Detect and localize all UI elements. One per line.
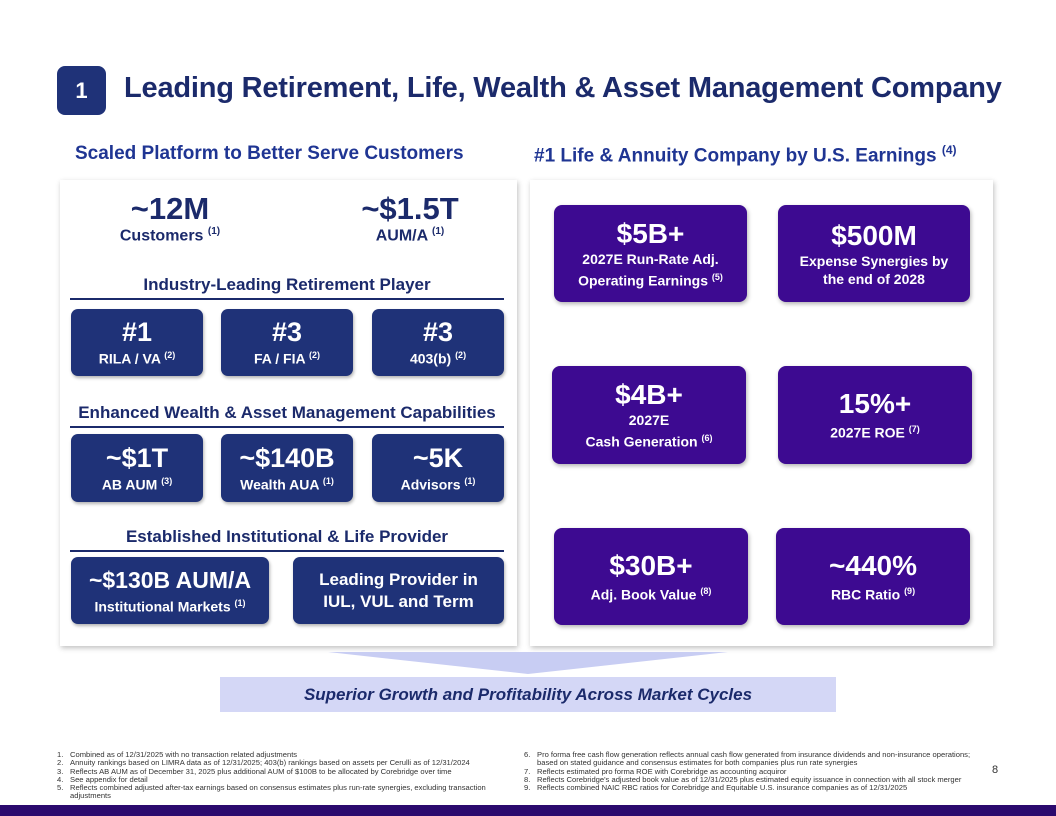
footnote: 8. Reflects Corebridge's adjusted book va… bbox=[524, 774, 962, 784]
footnotes-left: 1. Combined as of 12/31/2025 with no tran… bbox=[57, 750, 507, 801]
footnote: 9. Reflects combined NAIC RBC ratios for … bbox=[524, 783, 908, 793]
rila-va-box: #1 RILA / VA (2) bbox=[71, 309, 203, 376]
aum-value: ~$1.5T bbox=[361, 191, 459, 226]
right-section-heading: #1 Life & Annuity Company by U.S. Earnin… bbox=[534, 143, 957, 167]
rbc-ratio-box: ~440% RBC Ratio (9) bbox=[776, 528, 970, 625]
conclusion-banner: Superior Growth and Profitability Across… bbox=[220, 677, 836, 712]
footnote: 6. Pro forma free cash flow generation re… bbox=[524, 750, 971, 768]
page-number: 8 bbox=[992, 764, 999, 776]
footnotes-right: 6. Pro forma free cash flow generation re… bbox=[524, 750, 990, 793]
aum-stat: ~$1.5T AUM/A (1) bbox=[330, 192, 490, 245]
section-number-badge: 1 bbox=[57, 66, 106, 115]
book-value-box: $30B+ Adj. Book Value (8) bbox=[554, 528, 748, 625]
institutional-heading: Established Institutional & Life Provide… bbox=[70, 527, 504, 552]
page-title: Leading Retirement, Life, Wealth & Asset… bbox=[124, 72, 1002, 104]
advisors-box: ~5K Advisors (1) bbox=[372, 434, 504, 502]
wealth-aua-box: ~$140B Wealth AUA (1) bbox=[221, 434, 353, 502]
fa-fia-box: #3 FA / FIA (2) bbox=[221, 309, 353, 376]
funnel-arrow bbox=[328, 652, 728, 674]
customers-stat: ~12M Customers (1) bbox=[95, 192, 245, 245]
footnote: 3. Reflects AB AUM as of December 31, 202… bbox=[57, 766, 452, 776]
403b-box: #3 403(b) (2) bbox=[372, 309, 504, 376]
footer-bar bbox=[0, 805, 1056, 816]
roe-box: 15%+ 2027E ROE (7) bbox=[778, 366, 972, 464]
left-section-heading: Scaled Platform to Better Serve Customer… bbox=[75, 143, 464, 164]
footnote: 1. Combined as of 12/31/2025 with no tran… bbox=[57, 750, 298, 759]
customers-label: Customers bbox=[119, 227, 204, 245]
cash-generation-box: $4B+ 2027E Cash Generation (6) bbox=[552, 366, 746, 464]
institutional-markets-box: ~$130B AUM/A Institutional Markets (1) bbox=[71, 557, 269, 624]
leading-provider-box: Leading Provider in IUL, VUL and Term bbox=[293, 557, 504, 624]
footnote: 2. Annuity rankings based on LIMRA data a… bbox=[57, 758, 470, 768]
customers-value: ~12M bbox=[130, 191, 210, 226]
footnote: 4. See appendix for detail bbox=[57, 774, 148, 784]
footnote: 5. Reflects combined adjusted after-tax e… bbox=[57, 783, 486, 801]
wealth-heading: Enhanced Wealth & Asset Management Capab… bbox=[70, 403, 504, 428]
aum-label: AUM/A bbox=[375, 227, 428, 245]
operating-earnings-box: $5B+ 2027E Run-Rate Adj. Operating Earni… bbox=[554, 205, 747, 302]
ab-aum-box: ~$1T AB AUM (3) bbox=[71, 434, 203, 502]
expense-synergies-box: $500M Expense Synergies by the end of 20… bbox=[778, 205, 970, 302]
retirement-heading: Industry-Leading Retirement Player bbox=[70, 275, 504, 300]
footnote: 7. Reflects estimated pro forma ROE with … bbox=[524, 766, 787, 776]
